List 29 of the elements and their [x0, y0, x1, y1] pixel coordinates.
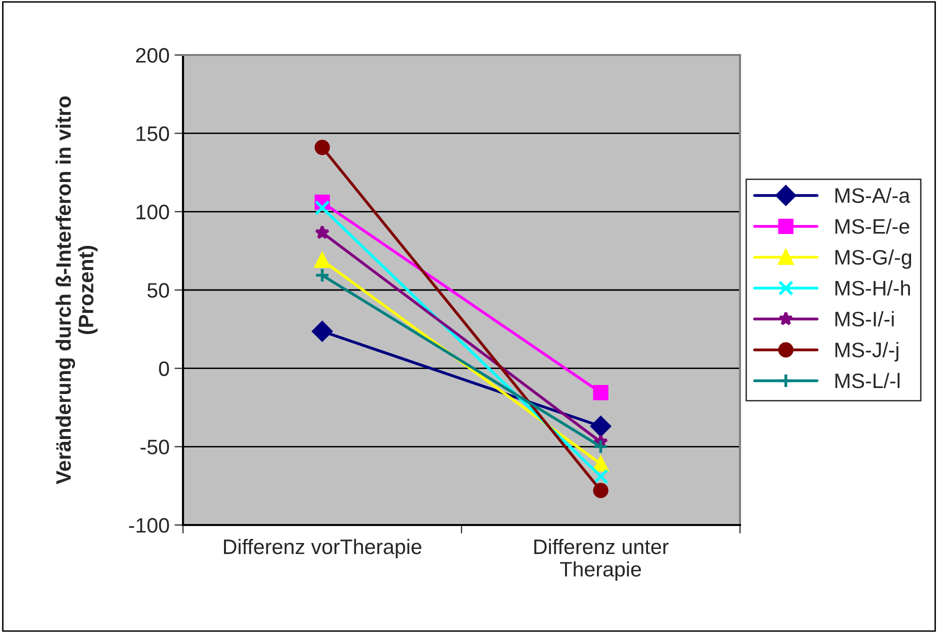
- legend-label: MS-L/-l: [835, 372, 900, 388]
- y-tick-label: -50: [140, 440, 169, 454]
- legend-label: MS-G/-g: [835, 249, 912, 269]
- legend-label: MS-E/-e: [835, 218, 910, 234]
- y-tick-label: 50: [147, 283, 169, 298]
- point: [593, 482, 608, 498]
- y-axis-title: Veränderung durch ß-Interferon in vitro (Prozent): [56, 96, 98, 484]
- y-tick-label: 0: [159, 361, 169, 376]
- point: [312, 321, 332, 342]
- point: [314, 200, 330, 216]
- legend-label: MS-A/-a: [835, 188, 910, 203]
- legend-label: MS-J/-j: [835, 342, 898, 362]
- point: [590, 416, 611, 437]
- x-tick-label: Differenz unter Therapie: [534, 538, 669, 581]
- x-tick-label: Differenz vorTherapie: [224, 538, 422, 558]
- point: [593, 456, 608, 472]
- point: [314, 252, 330, 268]
- y-tick-label: 200: [136, 48, 169, 63]
- point: [593, 439, 608, 454]
- point: [314, 225, 330, 240]
- legend-label: MS-I/-i: [835, 311, 894, 326]
- y-tick-label: 150: [136, 126, 169, 142]
- point: [593, 468, 608, 484]
- y-tick-label: 100: [136, 204, 169, 220]
- legend-label: MS-H/-h: [835, 280, 910, 296]
- point: [314, 140, 330, 156]
- point: [314, 268, 330, 283]
- point: [593, 384, 608, 400]
- y-tick-label: -100: [129, 518, 169, 533]
